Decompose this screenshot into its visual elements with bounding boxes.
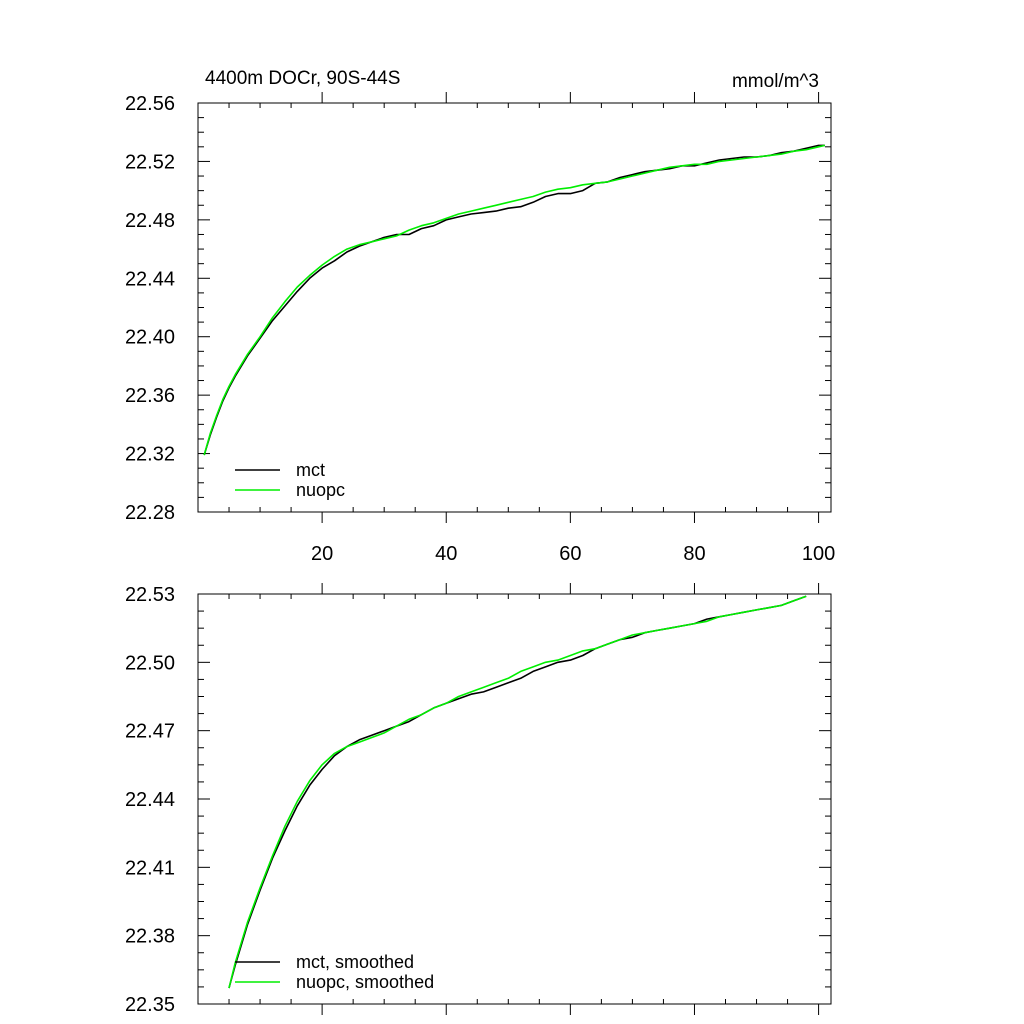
y-tick-label: 22.35 bbox=[125, 994, 175, 1016]
x-tick-label: 20 bbox=[311, 543, 333, 565]
y-tick-label: 22.40 bbox=[125, 327, 175, 349]
x-tick-label: 40 bbox=[435, 543, 457, 565]
y-tick-label: 22.36 bbox=[125, 385, 175, 407]
plot-frame bbox=[197, 593, 832, 1005]
series-line-mct-smoothed bbox=[228, 595, 807, 989]
y-tick-label: 22.53 bbox=[125, 584, 175, 606]
y-tick-label: 22.28 bbox=[125, 502, 175, 524]
legend-label: mct, smoothed bbox=[296, 952, 414, 972]
y-tick-label: 22.44 bbox=[125, 789, 175, 811]
y-tick-label: 22.47 bbox=[125, 721, 175, 743]
bottom-chart-panel: 22.35 22.38 22.41 22.44 22.47 22.50 22.53 mct, … bbox=[125, 583, 832, 1016]
y-tick-label: 22.44 bbox=[125, 268, 175, 290]
y-tick-label: 22.48 bbox=[125, 210, 175, 232]
legend-label: nuopc, smoothed bbox=[296, 972, 434, 992]
y-tick-label: 22.56 bbox=[125, 93, 175, 115]
y-tick-label: 22.38 bbox=[125, 926, 175, 948]
x-tick-label: 80 bbox=[683, 543, 705, 565]
series-line-nuopc-smoothed bbox=[228, 595, 807, 989]
x-tick-label: 60 bbox=[559, 543, 581, 565]
top-chart-panel: 20 40 60 80 100 22.28 22.32 22.36 22.40 22.44 22.4… bbox=[125, 92, 835, 565]
x-tick-label: 100 bbox=[802, 543, 835, 565]
y-tick-label: 22.41 bbox=[125, 857, 175, 879]
legend-label: mct bbox=[296, 460, 325, 480]
units-label: mmol/m^3 bbox=[732, 71, 819, 92]
y-tick-label: 22.50 bbox=[125, 652, 175, 674]
plot-frame bbox=[197, 102, 832, 513]
legend-label: nuopc bbox=[296, 480, 345, 500]
panel-title: 4400m DOCr, 90S-44S bbox=[205, 68, 400, 89]
series-line-mct bbox=[203, 144, 825, 456]
series-line-nuopc bbox=[203, 144, 825, 456]
y-tick-label: 22.52 bbox=[125, 151, 175, 173]
y-tick-label: 22.32 bbox=[125, 444, 175, 466]
